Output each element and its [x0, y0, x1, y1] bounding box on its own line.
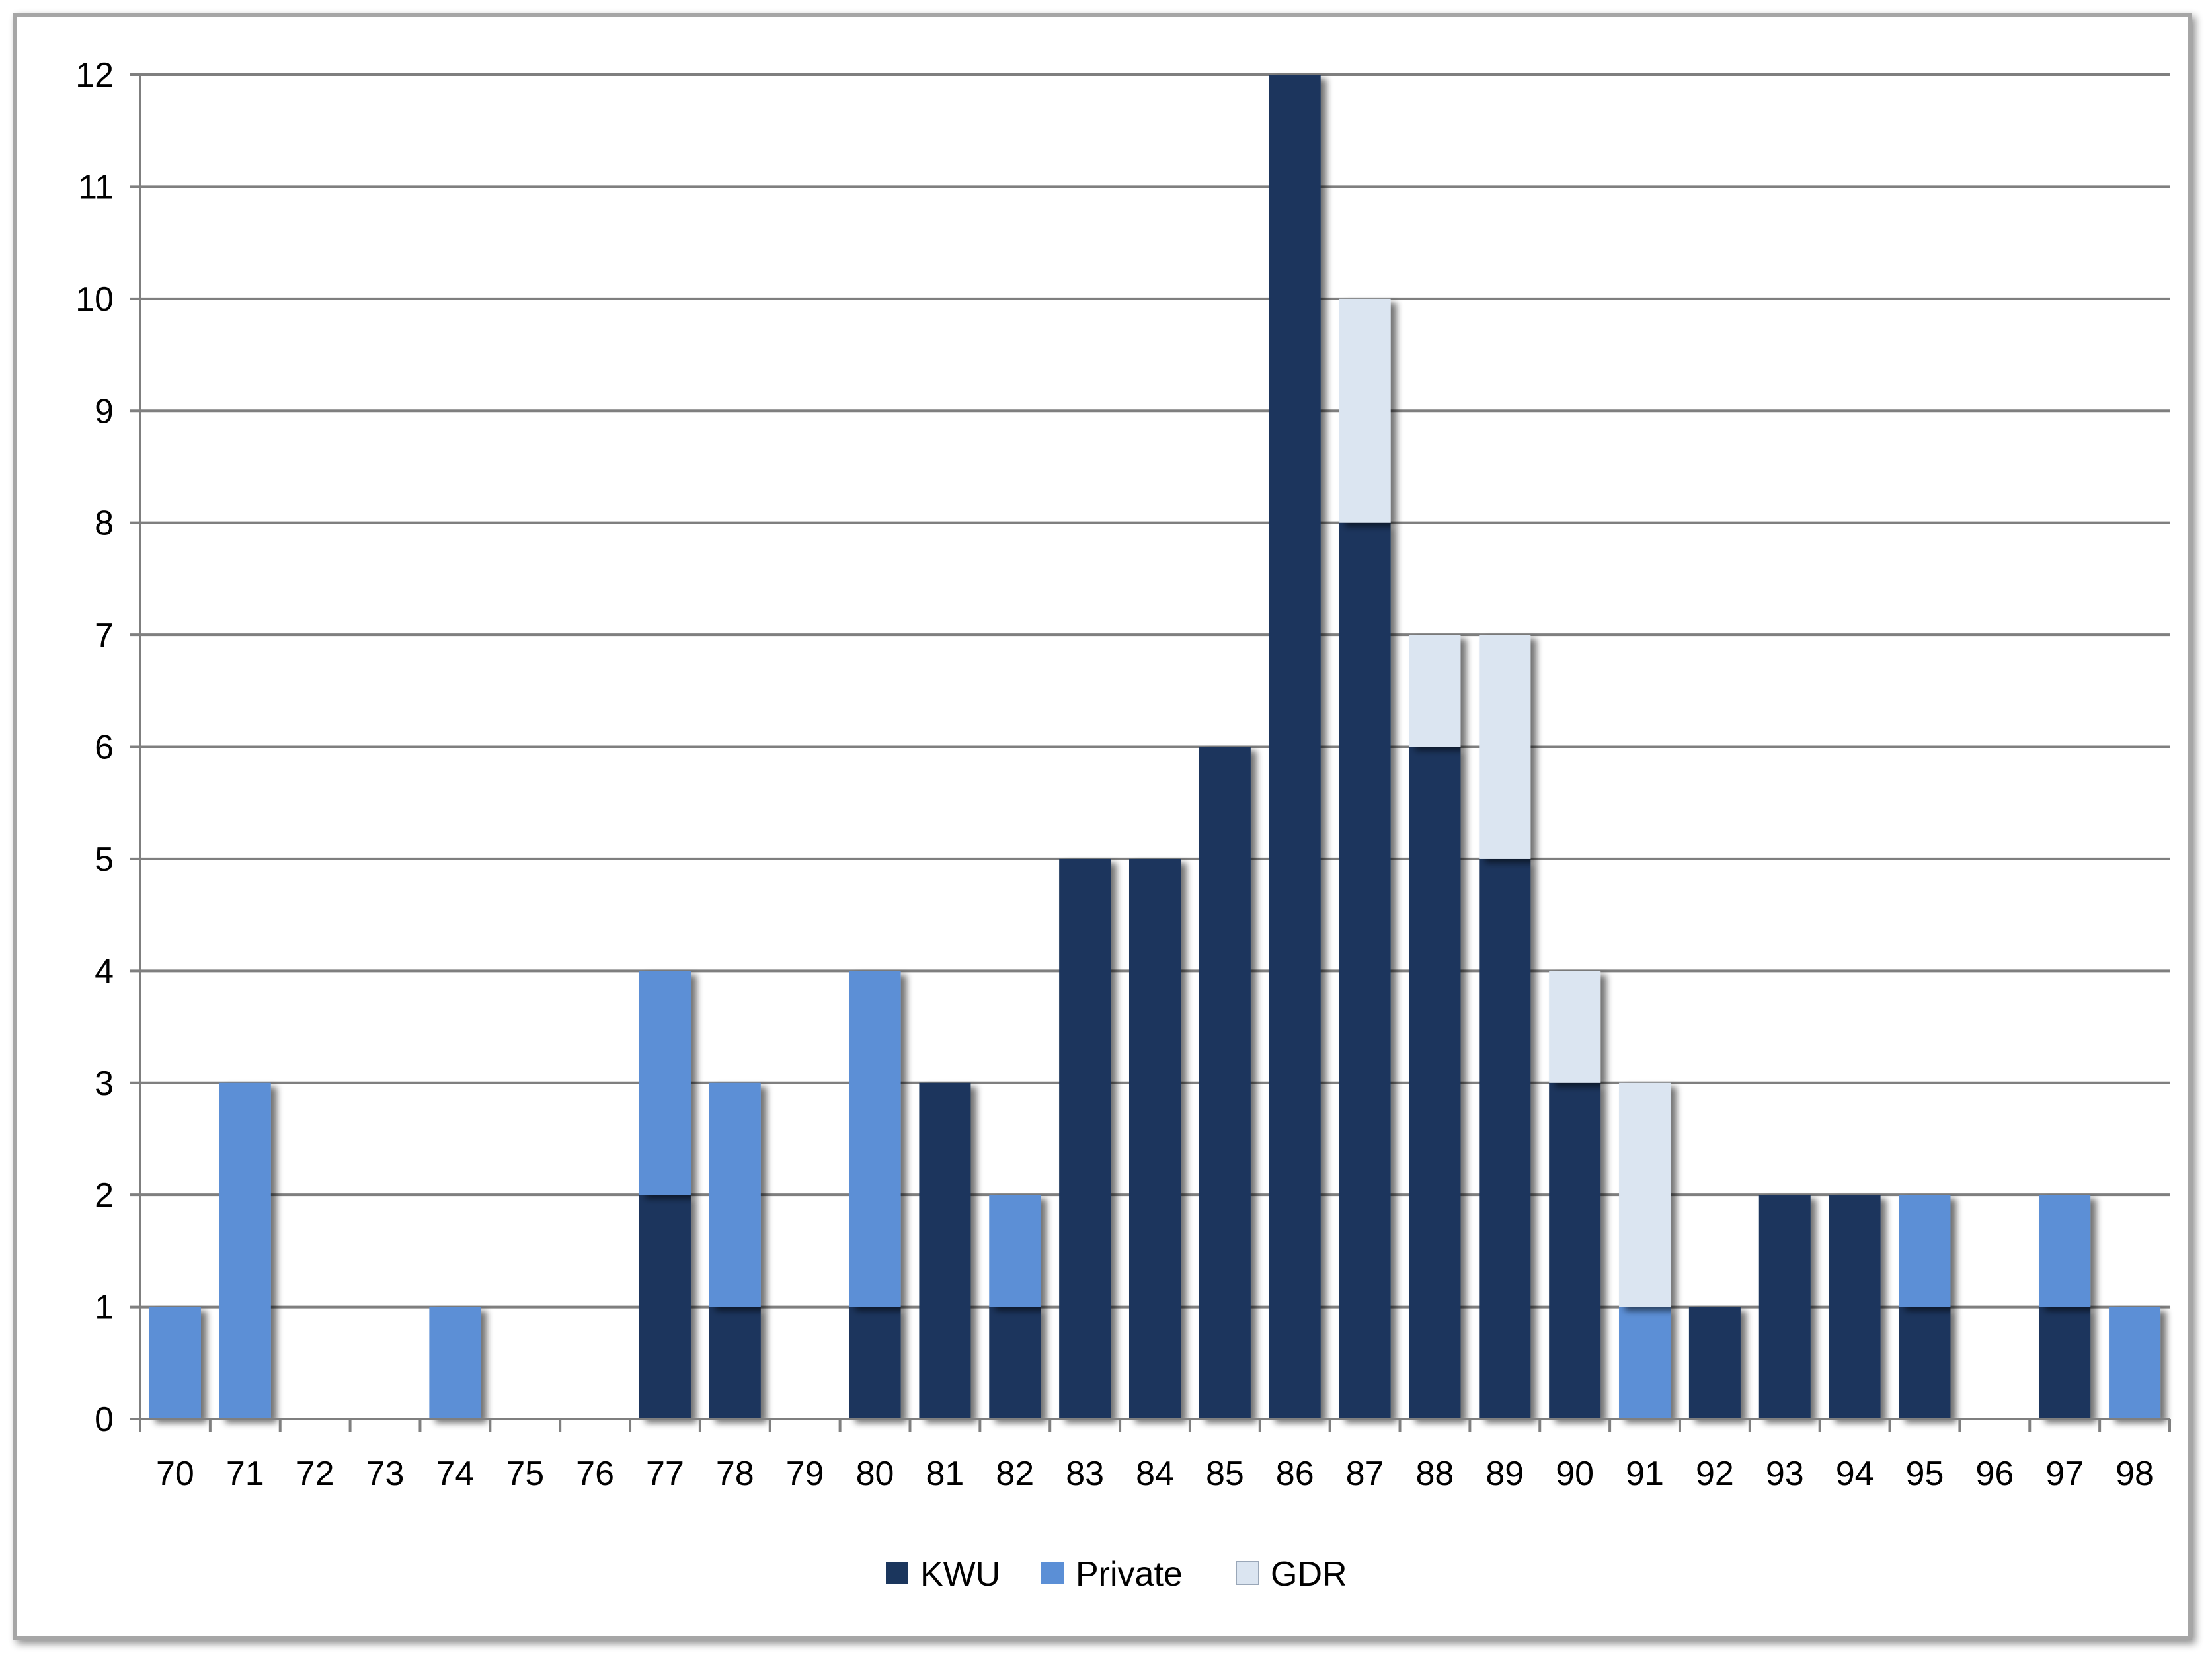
bar-kwu-78 — [709, 1307, 761, 1419]
bar-kwu-85 — [1199, 747, 1251, 1419]
x-tick-label: 84 — [1136, 1455, 1174, 1493]
x-tick-label: 70 — [156, 1455, 194, 1493]
legend-swatch-private — [1041, 1562, 1064, 1584]
x-tick-label: 86 — [1276, 1455, 1314, 1493]
y-tick-label: 4 — [95, 952, 114, 990]
bar-gdr-87 — [1339, 298, 1391, 523]
legend: KWU Private GDR — [886, 1555, 1347, 1594]
x-tick-label: 92 — [1696, 1455, 1734, 1493]
bar-kwu-92 — [1688, 1307, 1741, 1419]
x-tick-label: 89 — [1485, 1455, 1524, 1493]
bar-kwu-77 — [639, 1195, 691, 1419]
bar-private-78 — [709, 1082, 761, 1307]
x-tick-label: 97 — [2045, 1455, 2084, 1493]
x-tick-label: 81 — [926, 1455, 964, 1493]
bar-private-98 — [2109, 1307, 2161, 1419]
x-tick-label: 90 — [1556, 1455, 1594, 1493]
x-tick-label: 96 — [1975, 1455, 2014, 1493]
x-tick-label: 85 — [1206, 1455, 1244, 1493]
bar-gdr-91 — [1619, 1082, 1671, 1307]
y-tick-label: 3 — [95, 1065, 114, 1103]
y-tick-label: 7 — [95, 616, 114, 655]
x-tick-label: 75 — [506, 1455, 544, 1493]
bar-layer — [149, 75, 2161, 1419]
bar-kwu-93 — [1758, 1195, 1811, 1419]
bar-kwu-89 — [1479, 858, 1531, 1419]
x-tick-label: 72 — [296, 1455, 335, 1493]
y-tick-label: 11 — [78, 168, 114, 206]
bar-kwu-86 — [1269, 75, 1321, 1419]
bar-kwu-95 — [1899, 1307, 1951, 1419]
x-tick-label: 74 — [436, 1455, 474, 1493]
x-tick-label: 77 — [646, 1455, 684, 1493]
bar-gdr-88 — [1409, 635, 1461, 747]
x-tick-label: 76 — [576, 1455, 614, 1493]
x-tick-label: 80 — [856, 1455, 894, 1493]
bar-kwu-82 — [989, 1307, 1041, 1419]
legend-label-kwu: KWU — [920, 1555, 1000, 1594]
x-tick-label: 93 — [1766, 1455, 1804, 1493]
y-tick-label: 12 — [75, 56, 114, 95]
legend-swatch-kwu — [886, 1562, 908, 1584]
x-tick-label: 98 — [2115, 1455, 2154, 1493]
y-tick-label: 5 — [95, 840, 114, 879]
bar-kwu-97 — [2039, 1307, 2091, 1419]
x-tick-label: 73 — [366, 1455, 405, 1493]
bar-private-95 — [1899, 1195, 1951, 1307]
bar-private-82 — [989, 1195, 1041, 1307]
bar-gdr-89 — [1479, 635, 1531, 859]
x-tick-label: 71 — [226, 1455, 264, 1493]
x-tick-label: 95 — [1906, 1455, 1944, 1493]
legend-swatch-gdr — [1236, 1561, 1259, 1585]
legend-label-private: Private — [1076, 1555, 1183, 1594]
bar-kwu-81 — [919, 1082, 971, 1419]
bar-private-91 — [1619, 1307, 1671, 1419]
bar-private-80 — [849, 971, 901, 1307]
x-tick-label: 87 — [1346, 1455, 1384, 1493]
bar-kwu-87 — [1339, 522, 1391, 1419]
bar-private-74 — [429, 1307, 481, 1419]
x-tick-label: 94 — [1836, 1455, 1874, 1493]
bar-kwu-80 — [849, 1307, 901, 1419]
bar-private-70 — [149, 1307, 201, 1419]
x-tick-label: 79 — [786, 1455, 824, 1493]
bar-private-71 — [219, 1082, 271, 1419]
bar-private-77 — [639, 971, 691, 1195]
bar-kwu-94 — [1829, 1195, 1881, 1419]
bar-kwu-84 — [1129, 858, 1181, 1419]
bar-private-97 — [2039, 1195, 2091, 1307]
x-tick-label: 91 — [1626, 1455, 1664, 1493]
bar-gdr-90 — [1549, 971, 1601, 1083]
x-tick-label: 82 — [996, 1455, 1034, 1493]
y-tick-label: 10 — [75, 280, 114, 319]
x-tick-label: 78 — [716, 1455, 754, 1493]
bar-kwu-88 — [1409, 747, 1461, 1419]
bar-kwu-83 — [1059, 858, 1111, 1419]
bar-kwu-90 — [1549, 1082, 1601, 1419]
y-tick-label: 9 — [95, 392, 114, 430]
x-tick-label: 88 — [1416, 1455, 1454, 1493]
y-tick-label: 1 — [95, 1289, 114, 1327]
y-tick-label: 8 — [95, 505, 114, 543]
legend-label-gdr: GDR — [1271, 1555, 1347, 1594]
x-tick-label: 83 — [1066, 1455, 1104, 1493]
y-tick-label: 2 — [95, 1176, 114, 1215]
y-tick-label: 0 — [95, 1400, 114, 1439]
y-tick-label: 6 — [95, 729, 114, 767]
